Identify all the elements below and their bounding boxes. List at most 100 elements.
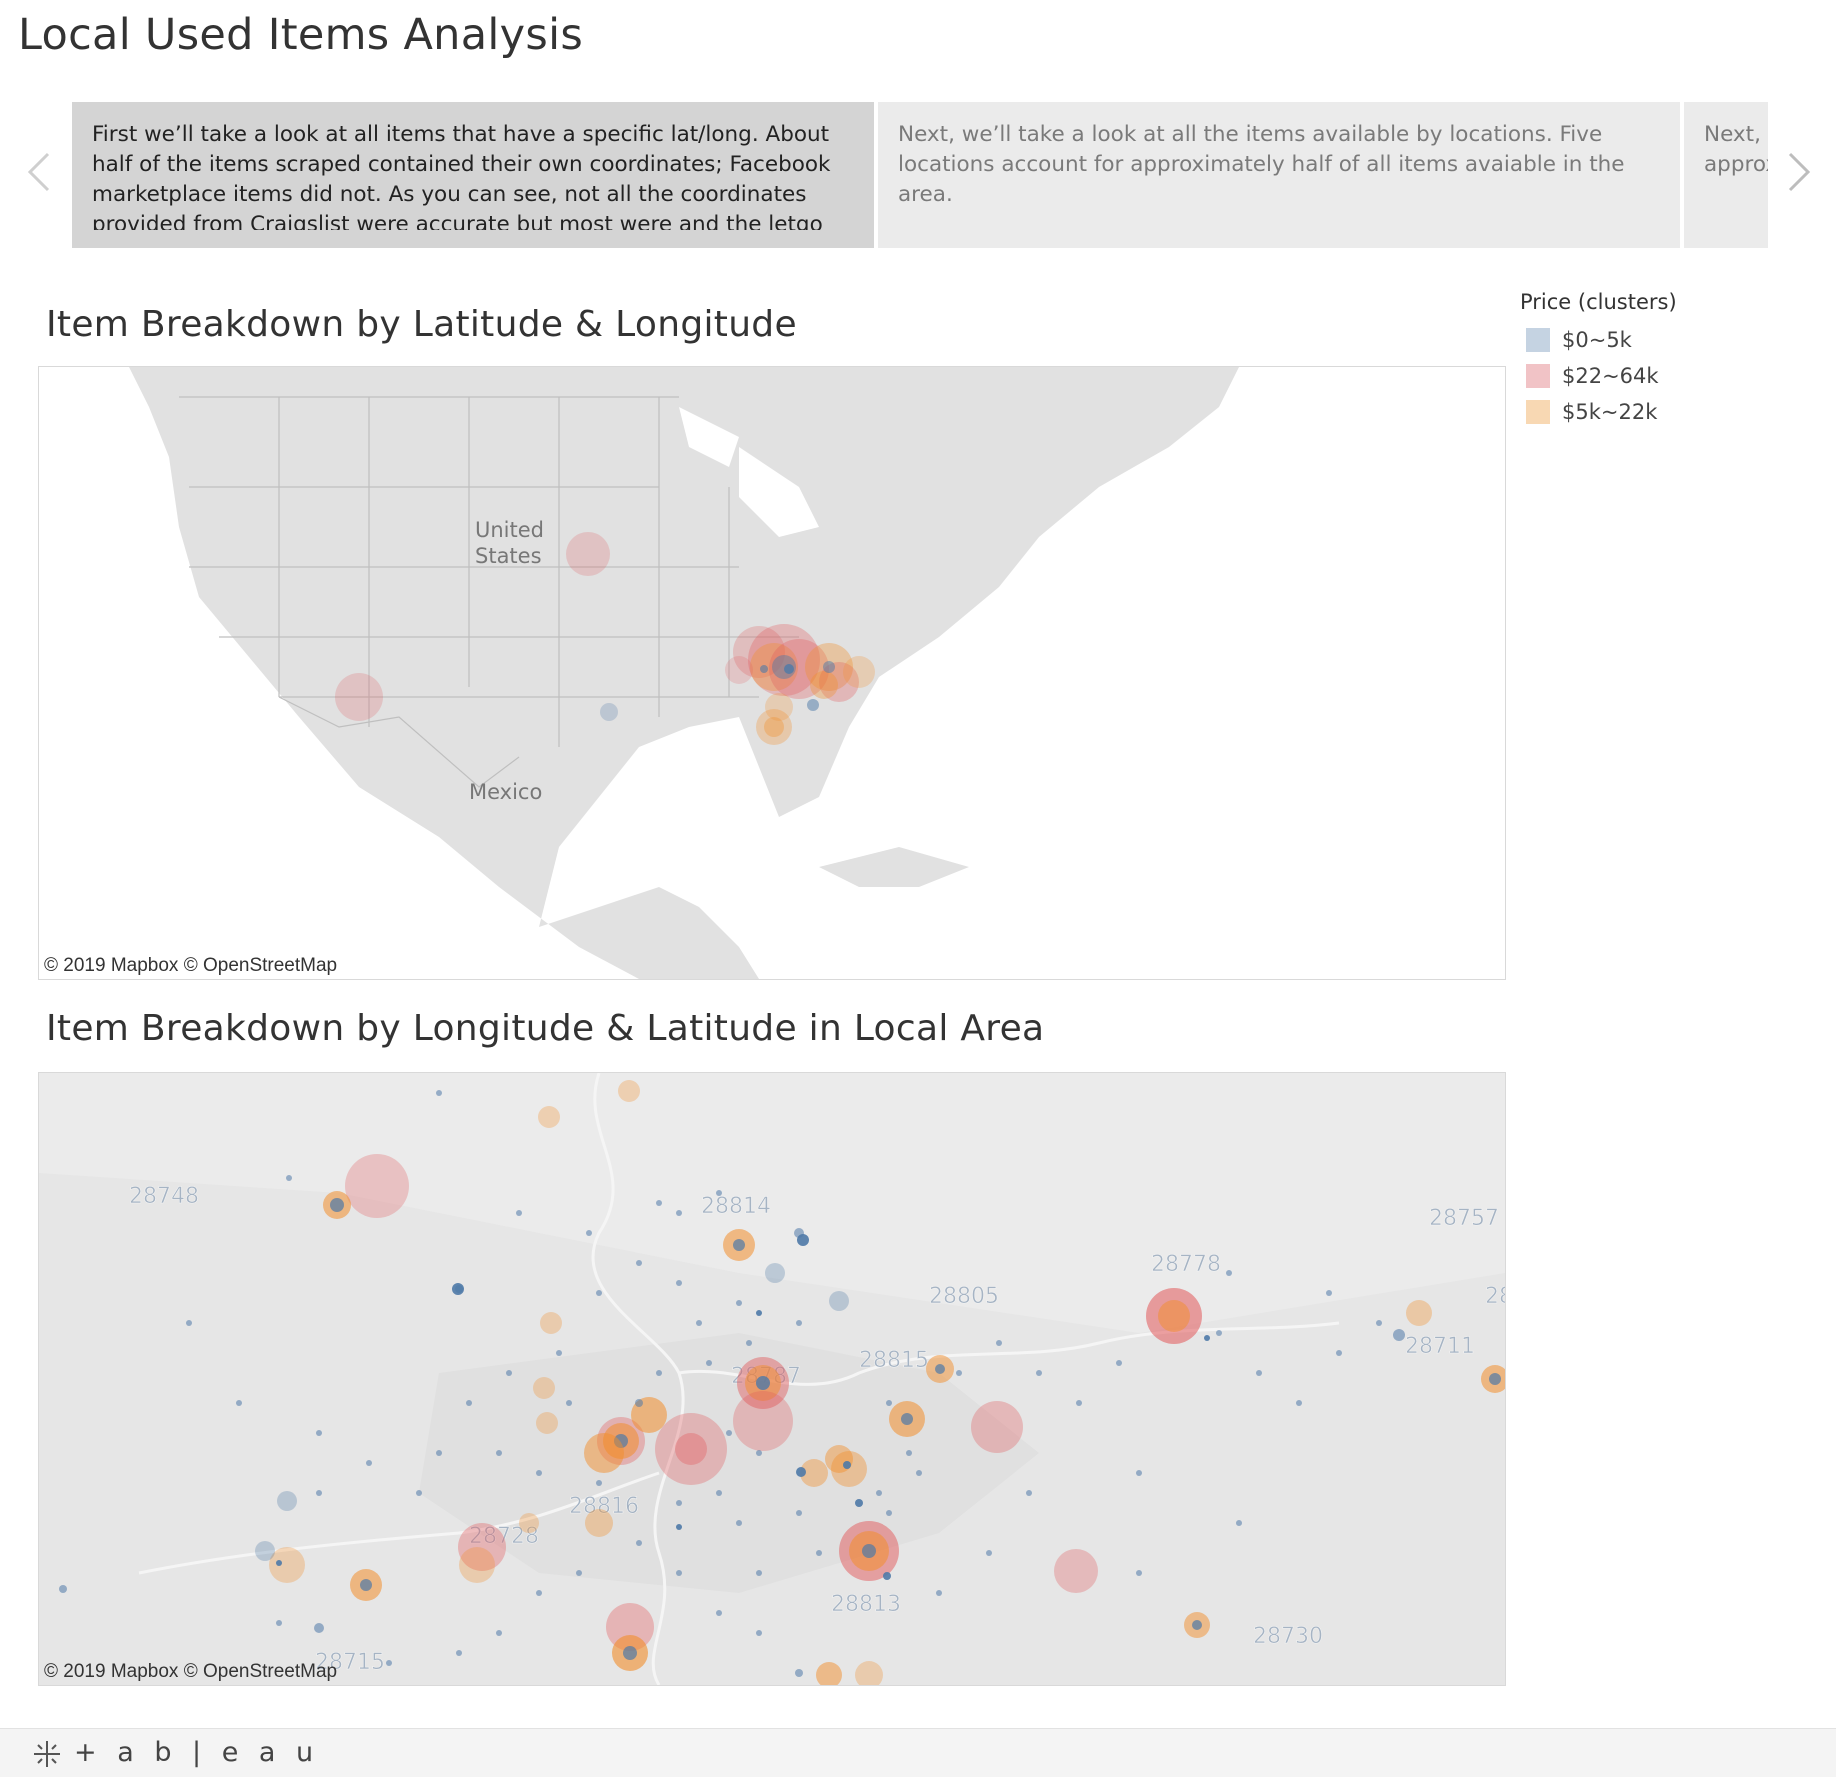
zip-label: 28757 (1429, 1206, 1499, 1231)
cluster-point (733, 1239, 745, 1251)
chevron-left-icon[interactable] (24, 150, 54, 203)
cluster-point (600, 703, 618, 721)
small-point (906, 1450, 912, 1456)
small-point (386, 1660, 392, 1666)
chevron-right-icon[interactable] (1784, 150, 1814, 203)
tableau-logo-icon[interactable] (32, 1739, 62, 1773)
cluster-point (829, 1291, 849, 1311)
label-united: United (475, 518, 544, 542)
small-point (656, 1370, 662, 1376)
story-point-text: First we’ll take a look at all items tha… (92, 122, 831, 230)
small-point (1376, 1320, 1382, 1326)
small-point (186, 1320, 192, 1326)
cluster-point (459, 1547, 495, 1583)
small-point (916, 1470, 922, 1476)
cluster-point (623, 1646, 637, 1660)
dark-point (797, 1234, 809, 1246)
legend-title: Price (clusters) (1520, 290, 1677, 314)
zip-label: 28815 (859, 1348, 929, 1373)
small-point (886, 1400, 892, 1406)
terrain-lighter (39, 1073, 1505, 1333)
cluster-point (533, 1377, 555, 1399)
small-point (436, 1090, 442, 1096)
small-point (886, 1510, 892, 1516)
cluster-point (584, 1433, 624, 1473)
story-point-3[interactable]: Next, we already approximately with h (1684, 102, 1768, 248)
small-point (676, 1570, 682, 1576)
small-point (316, 1430, 322, 1436)
story-point-text: Next, we’ll take a look at all the items… (898, 122, 1625, 207)
legend-item-22-64k[interactable]: $22~64k (1520, 358, 1720, 394)
small-point (1256, 1370, 1262, 1376)
page-title: Local Used Items Analysis (18, 10, 584, 60)
zip-labels: 28748 28814 28757 28778 28805 28815 2871… (129, 1184, 1505, 1676)
small-point (746, 1340, 752, 1346)
cluster-point (540, 1312, 562, 1334)
cluster-point (1192, 1620, 1202, 1630)
map2-clusters (255, 1080, 1505, 1685)
cluster-point (1406, 1300, 1432, 1326)
map2-small-points (59, 1090, 1405, 1677)
cluster-point (536, 1412, 558, 1434)
cluster-point (901, 1413, 913, 1425)
cluster-point (458, 1523, 506, 1571)
small-point (59, 1585, 67, 1593)
cluster-point (733, 626, 785, 678)
map1-clusters (335, 532, 875, 745)
us-map-canvas: United States Mexico © 2019 Mapbo (39, 367, 1505, 979)
cluster-point (756, 709, 792, 745)
cluster-point (566, 532, 610, 576)
map1-title: Item Breakdown by Latitude & Longitude (46, 304, 797, 345)
zip-label: 28730 (1253, 1624, 1323, 1649)
cluster-point (756, 1376, 770, 1390)
land-caribbean (819, 847, 969, 887)
legend-swatch (1526, 328, 1550, 352)
local-map[interactable]: 28748 28814 28757 28778 28805 28815 2871… (38, 1072, 1506, 1686)
cluster-point (1158, 1300, 1190, 1332)
cluster-point (810, 671, 838, 699)
story-points-track: First we’ll take a look at all items tha… (72, 102, 1768, 248)
small-point (596, 1290, 602, 1296)
small-point (466, 1400, 472, 1406)
cluster-point (831, 1451, 867, 1487)
cluster-point (618, 1080, 640, 1102)
small-point (716, 1490, 722, 1496)
small-point (756, 1630, 762, 1636)
small-point (366, 1460, 372, 1466)
small-point (456, 1650, 462, 1656)
cluster-point (855, 1661, 883, 1685)
cluster-point (1489, 1373, 1501, 1385)
small-point (676, 1280, 682, 1286)
tableau-wordmark[interactable]: + a b | e a u (74, 1737, 320, 1768)
small-point (736, 1300, 742, 1306)
dark-point (855, 1499, 863, 1507)
small-point (796, 1510, 802, 1516)
dark-point (1204, 1335, 1210, 1341)
small-point (236, 1400, 242, 1406)
small-point (956, 1370, 962, 1376)
small-point (986, 1550, 992, 1556)
small-point (436, 1450, 442, 1456)
cluster-point (335, 673, 383, 721)
small-point (286, 1175, 292, 1181)
dark-point (756, 1310, 762, 1316)
small-point (1136, 1570, 1142, 1576)
legend-item-0-5k[interactable]: $0~5k (1520, 322, 1720, 358)
cluster-point (345, 1154, 409, 1218)
us-map[interactable]: United States Mexico © 2019 Mapbo (38, 366, 1506, 980)
zip-label: 28814 (701, 1194, 771, 1219)
cluster-point (585, 1509, 613, 1537)
small-point (756, 1570, 762, 1576)
small-point (536, 1590, 542, 1596)
cluster-point (800, 1459, 828, 1487)
dark-point (676, 1524, 682, 1530)
small-point (1326, 1290, 1332, 1296)
small-point (795, 1669, 803, 1677)
zip-label: 28728 (469, 1524, 539, 1549)
cluster-point (760, 665, 768, 673)
legend-item-5k-22k[interactable]: $5k~22k (1520, 394, 1720, 430)
story-point-2[interactable]: Next, we’ll take a look at all the items… (878, 102, 1680, 248)
legend-label: $5k~22k (1562, 400, 1658, 424)
small-point (676, 1500, 682, 1506)
story-point-1[interactable]: First we’ll take a look at all items tha… (72, 102, 874, 248)
